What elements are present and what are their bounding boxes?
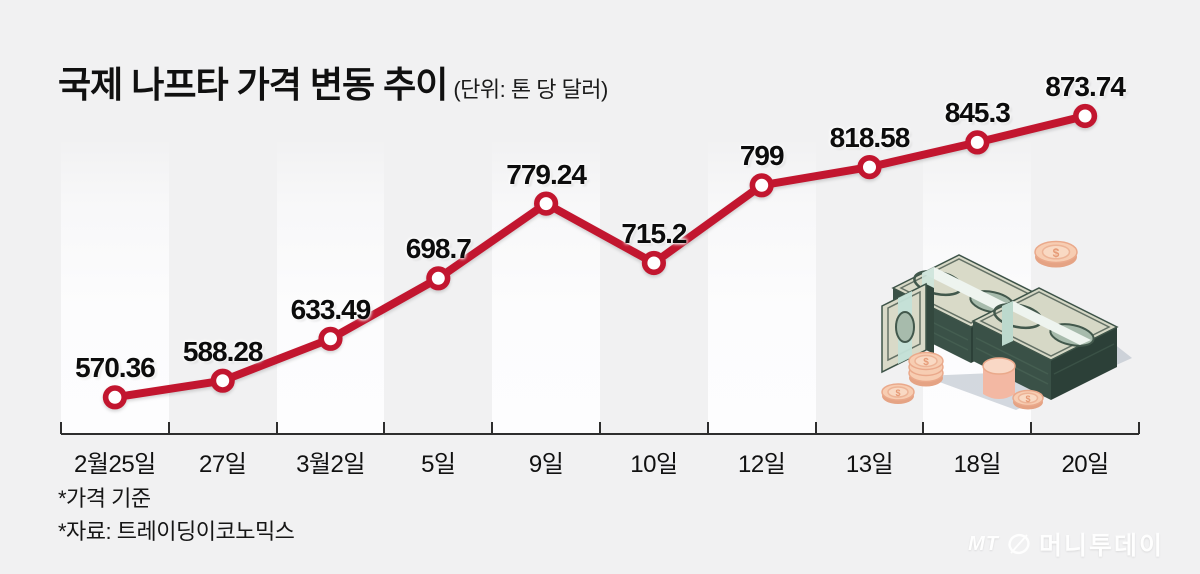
chart-title-row: 국제 나프타 가격 변동 추이 (단위: 톤 당 달러)	[58, 56, 608, 108]
coin-stack: $	[908, 351, 944, 387]
upright-bill	[881, 282, 934, 374]
chart-unit-note: (단위: 톤 당 달러)	[453, 77, 608, 102]
footnote-price-basis: *가격 기준	[58, 486, 151, 511]
x-axis-tick	[60, 422, 62, 434]
mt-moneytoday-logo: MT 머니투데이	[968, 526, 1164, 562]
x-axis-label: 13일	[845, 451, 894, 478]
mt-coin-icon	[1008, 533, 1030, 555]
data-point-marker	[426, 266, 451, 291]
data-point-value-label: 845.3	[944, 97, 1011, 129]
data-point-value-label: 698.7	[405, 233, 472, 265]
data-point-value-label: 799	[739, 140, 785, 172]
x-axis-tick	[491, 422, 494, 434]
loose-coins: $ $ $	[881, 240, 1078, 410]
x-axis-label: 20일	[1061, 451, 1109, 478]
x-axis-tick	[1030, 422, 1033, 434]
data-point-marker	[857, 155, 882, 180]
footnotes: *가격 기준 *자료: 트레이딩이코노믹스	[58, 482, 295, 548]
x-axis-label: 9일	[528, 451, 564, 478]
money-stacks-illustration: $ $ $ $	[881, 240, 1132, 410]
x-axis-label: 18일	[953, 451, 1002, 478]
x-axis-label: 10일	[630, 451, 678, 478]
data-point-value-label: 779.24	[506, 158, 587, 190]
x-axis-label: 12일	[738, 451, 786, 478]
x-axis-label: 5일	[421, 451, 456, 478]
x-axis-label: 2월25일	[74, 451, 156, 478]
column-band	[61, 138, 169, 434]
footnote-source: *자료: 트레이딩이코노믹스	[58, 519, 295, 544]
data-point-value-label: 715.2	[621, 218, 687, 249]
x-axis-line	[61, 433, 1139, 435]
mt-logo-text: MT	[968, 532, 999, 555]
svg-text:$: $	[1053, 246, 1060, 260]
data-point-marker	[641, 250, 667, 276]
x-axis-tick	[167, 422, 170, 434]
column-band	[707, 138, 816, 434]
svg-text:$: $	[895, 388, 900, 398]
coin-cylinder	[982, 357, 1016, 399]
data-point-value-label: 818.58	[829, 122, 911, 154]
data-point-marker	[1072, 103, 1098, 129]
data-point-value-label: 570.36	[75, 352, 156, 384]
bill-stack-front	[971, 287, 1119, 400]
data-point-value-label: 588.28	[182, 335, 264, 367]
x-axis-tick	[599, 422, 601, 434]
moneytoday-logo-text: 머니투데이	[1038, 532, 1164, 560]
x-axis-tick	[814, 422, 817, 434]
data-point-value-label: 633.49	[290, 293, 372, 325]
data-point-value-label: 873.74	[1045, 71, 1126, 102]
x-axis-label: 3월2일	[296, 451, 365, 478]
column-band	[276, 138, 385, 434]
chart-title: 국제 나프타 가격 변동 추이	[58, 64, 448, 105]
x-axis-tick	[922, 422, 925, 434]
data-point-marker	[210, 368, 235, 393]
svg-text:$: $	[1025, 394, 1030, 404]
x-axis-tick	[706, 422, 709, 434]
x-axis-tick	[383, 422, 386, 434]
x-axis-tick	[275, 422, 278, 434]
x-axis-tick	[1138, 422, 1140, 434]
x-axis-label: 27일	[199, 451, 247, 478]
svg-text:$: $	[923, 357, 929, 368]
